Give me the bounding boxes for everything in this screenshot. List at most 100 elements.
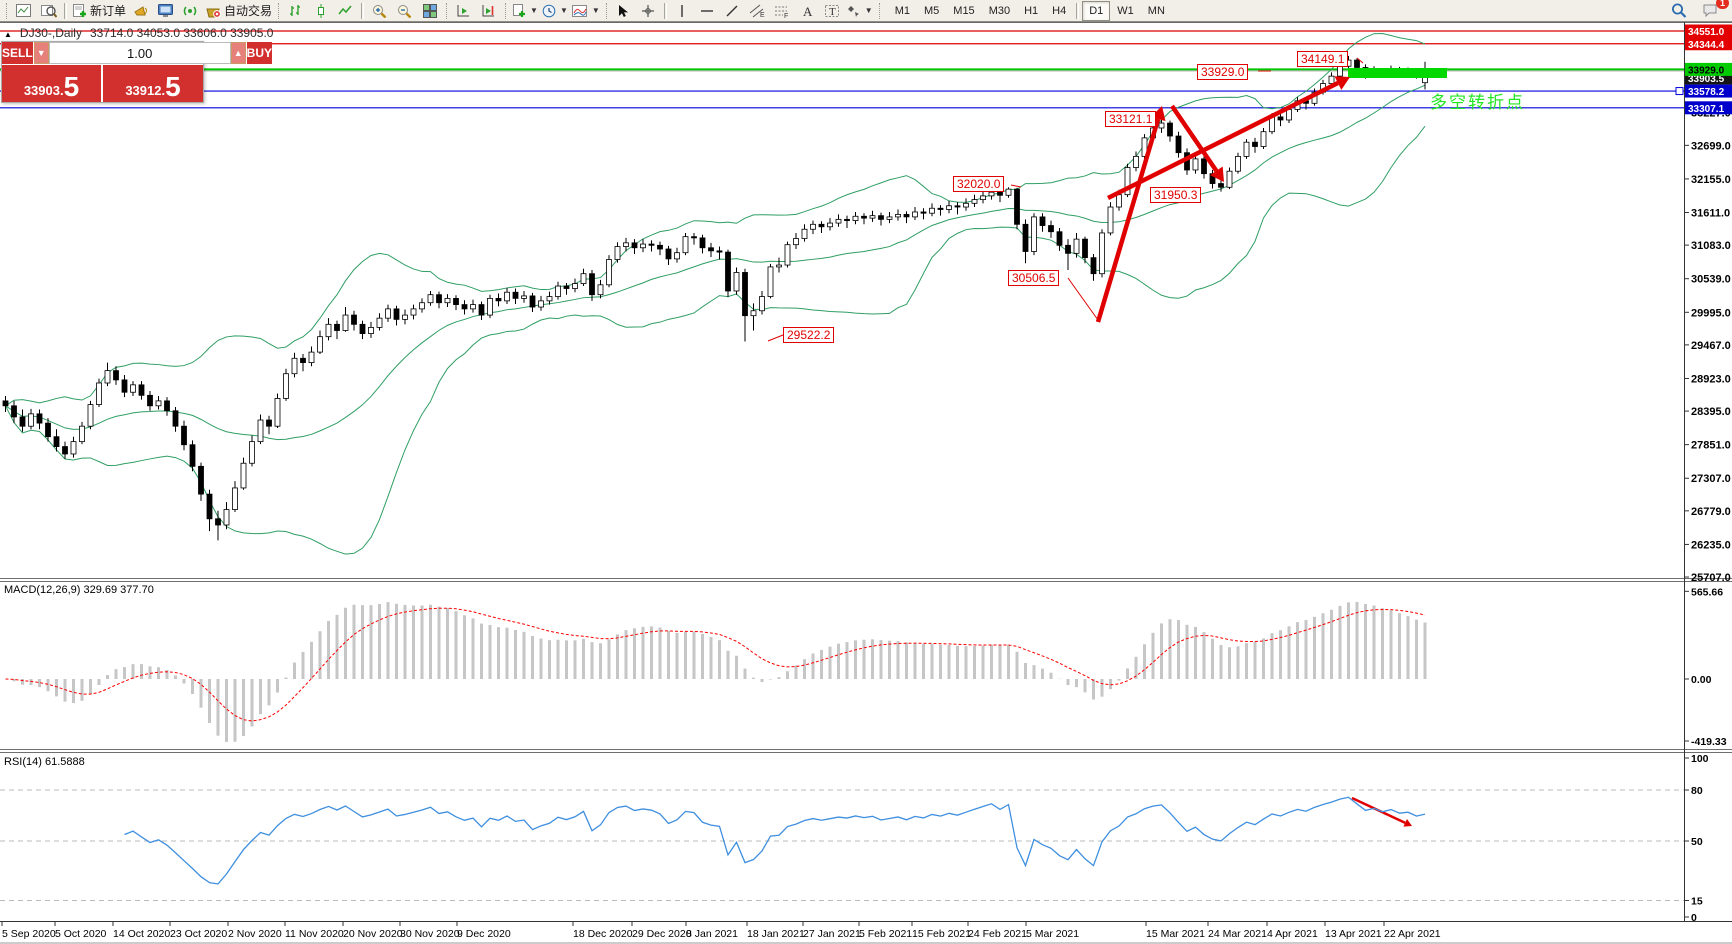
zoom-out-button[interactable] xyxy=(392,1,417,21)
candle xyxy=(121,379,128,393)
timeframe-h4[interactable]: H4 xyxy=(1052,4,1067,17)
line-chart-button[interactable] xyxy=(333,1,358,21)
profiles-button[interactable] xyxy=(36,1,61,21)
collapse-icon[interactable]: ▲ xyxy=(4,30,12,39)
macd-tick-label: 565.66 xyxy=(1691,586,1723,598)
signals-button[interactable] xyxy=(178,1,203,21)
trendline-icon xyxy=(725,4,739,18)
chart-shift-button[interactable] xyxy=(476,1,501,21)
timeframe-h1[interactable]: H1 xyxy=(1024,4,1039,17)
candle xyxy=(1048,225,1054,233)
new-order-button[interactable]: 新订单 xyxy=(70,1,128,21)
price-annotation-label[interactable]: 32020.0 xyxy=(953,176,1005,192)
indicators-dropdown[interactable]: ▼ xyxy=(570,1,602,21)
auto-scroll-button[interactable] xyxy=(451,1,476,21)
toolbar-grip[interactable] xyxy=(278,2,280,19)
arrowhead-icon xyxy=(1334,76,1350,90)
candle xyxy=(776,264,782,268)
time-axis[interactable] xyxy=(0,922,1684,944)
toolbar-grip[interactable] xyxy=(446,2,448,19)
text-tool[interactable]: A xyxy=(795,1,820,21)
candle xyxy=(1082,238,1088,259)
crosshair-icon xyxy=(641,4,655,18)
signal-icon xyxy=(183,4,198,17)
highlight-zone xyxy=(1348,68,1447,78)
volume-decrease-button[interactable]: ▼ xyxy=(33,42,49,64)
candle xyxy=(640,243,646,249)
zoom-in-button[interactable] xyxy=(367,1,392,21)
buy-button[interactable]: BUY xyxy=(246,42,273,64)
timeframe-m15[interactable]: M15 xyxy=(953,4,975,17)
candle xyxy=(181,425,187,446)
candle xyxy=(1073,238,1080,254)
crosshair-tool-button[interactable] xyxy=(636,1,661,21)
autotrading-button[interactable]: 自动交易 xyxy=(203,1,274,21)
new-chart-dropdown[interactable]: ▼ xyxy=(510,1,540,21)
bar-chart-button[interactable] xyxy=(283,1,308,21)
zoom-out-icon xyxy=(397,4,412,18)
date-tick-label: 11 Nov 2020 xyxy=(285,928,344,940)
sell-price[interactable]: 33903. 5 xyxy=(2,65,103,102)
candle xyxy=(963,202,969,208)
fibonacci-tool[interactable]: F xyxy=(770,1,795,21)
candle xyxy=(1243,141,1250,157)
candle xyxy=(164,400,170,412)
price-annotation-label[interactable]: 33929.0 xyxy=(1197,64,1249,80)
candle xyxy=(206,493,213,520)
date-tick-label: 23 Oct 2020 xyxy=(170,928,227,940)
candle xyxy=(750,310,757,317)
candle xyxy=(886,216,893,220)
equidistant-channel-tool[interactable]: E xyxy=(745,1,770,21)
buy-price[interactable]: 33912. 5 xyxy=(103,65,203,102)
timeframe-w1[interactable]: W1 xyxy=(1117,4,1134,17)
candle xyxy=(283,373,289,399)
toolbar-grip[interactable] xyxy=(505,2,507,19)
toolbar-grip[interactable] xyxy=(878,2,880,19)
candle xyxy=(436,294,442,304)
candle xyxy=(563,285,570,289)
text-label-tool[interactable]: T xyxy=(820,1,845,21)
panel-divider[interactable] xyxy=(0,748,1684,754)
candle xyxy=(1201,158,1207,175)
tile-windows-button[interactable] xyxy=(417,1,442,21)
price-annotation-label[interactable]: 34149.1 xyxy=(1297,51,1349,67)
horizontal-line-tool[interactable] xyxy=(695,1,720,21)
cursor-tool-button[interactable] xyxy=(611,1,636,21)
panel-divider[interactable] xyxy=(0,577,1684,583)
price-annotation-label[interactable]: 33121.1 xyxy=(1105,111,1157,127)
candle xyxy=(419,302,425,310)
timeframe-mn[interactable]: MN xyxy=(1147,4,1165,17)
price-annotation-label[interactable]: 29522.2 xyxy=(783,327,835,343)
price-annotation-label[interactable]: 31950.3 xyxy=(1150,187,1202,203)
trendline-tool[interactable] xyxy=(720,1,745,21)
toolbar-grip[interactable] xyxy=(605,2,607,19)
periods-dropdown[interactable]: ▼ xyxy=(540,1,570,21)
notifications-button[interactable]: 1 xyxy=(1697,0,1729,21)
candlestick-chart-button[interactable] xyxy=(308,1,333,21)
candle xyxy=(818,223,825,228)
volume-input[interactable] xyxy=(48,42,231,64)
timeframe-d1[interactable]: D1 xyxy=(1082,0,1111,21)
timeframe-m1[interactable]: M1 xyxy=(894,4,910,17)
price-axis[interactable] xyxy=(1684,22,1732,922)
line-chart-icon xyxy=(338,4,353,17)
sell-button[interactable]: SELL xyxy=(2,42,33,64)
chart-window-button[interactable] xyxy=(11,1,36,21)
alerts-button[interactable] xyxy=(128,1,153,21)
search-button[interactable] xyxy=(1666,1,1691,21)
candle xyxy=(291,357,298,375)
timeframe-m5[interactable]: M5 xyxy=(924,4,940,17)
turning-point-text[interactable]: 多空转折点 xyxy=(1430,93,1525,112)
price-annotation-label[interactable]: 30506.5 xyxy=(1008,270,1060,286)
timeframe-m30[interactable]: M30 xyxy=(988,4,1011,17)
candlestick-icon xyxy=(314,3,328,18)
toolbar-grip[interactable] xyxy=(6,2,7,19)
terminal-button[interactable] xyxy=(153,1,178,21)
candle xyxy=(895,214,901,218)
arrows-dropdown[interactable]: ▼ xyxy=(845,1,875,21)
vertical-line-tool[interactable] xyxy=(670,1,695,21)
volume-increase-button[interactable]: ▲ xyxy=(230,42,246,64)
price-badge xyxy=(1685,101,1732,115)
candle xyxy=(742,272,748,317)
